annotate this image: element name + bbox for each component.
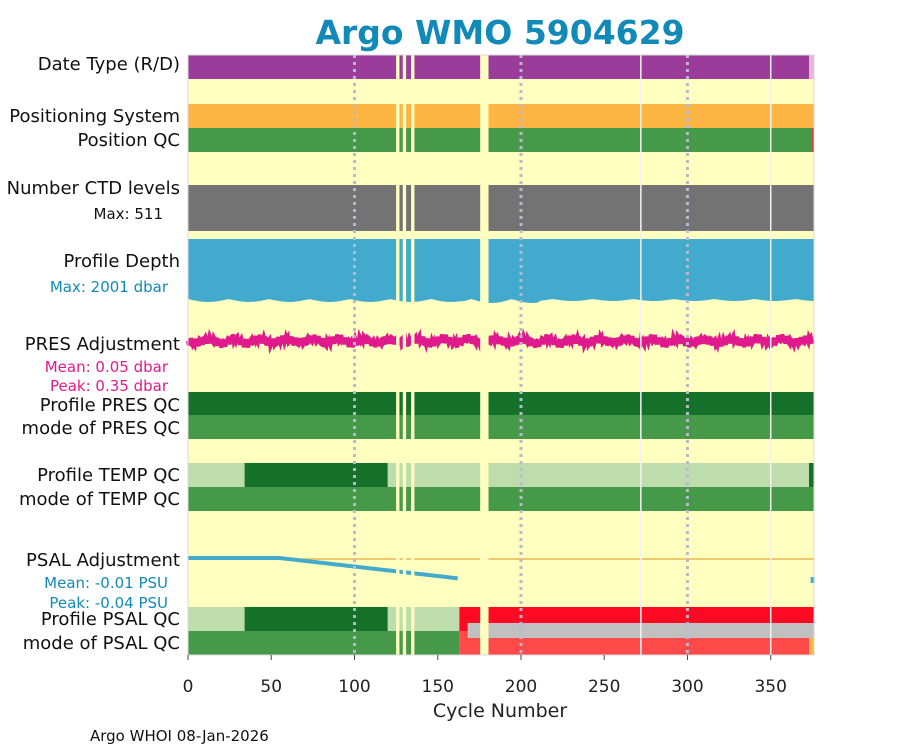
cycle-gap [396,55,400,655]
chart-title: Argo WMO 5904629 [315,13,684,52]
positioning-system-segment [188,104,814,128]
cycle-gap [411,55,415,655]
x-tick-label: 50 [260,677,282,697]
plot-frame [187,54,815,656]
x-tick-label: 350 [754,677,786,697]
mode-pres-qc-segment [188,415,814,439]
profile-psal-qc-segment [244,607,388,631]
row-sublabel-psal-adjustment: Peak: -0.04 PSU [49,594,168,612]
x-tick-label: 300 [671,677,703,697]
cycle-gap [480,55,489,655]
footer-credit: Argo WHOI 08-Jan-2026 [90,727,269,745]
profile-psal-qc-segment [188,607,245,631]
row-sublabel-pres-adjustment: Mean: 0.05 dbar [45,358,169,376]
position-qc-segment [812,128,814,152]
x-tick-label: 150 [422,677,454,697]
row-label-profile-psal-qc: Profile PSAL QC [41,609,180,630]
x-tick-label: 250 [588,677,620,697]
x-axis: 0 50 100 150 200 250 300 350 [183,655,787,697]
row-labels: Date Type (R/D) Positioning System Positio… [7,54,180,654]
row-label-mode-psal-qc: mode of PSAL QC [23,633,180,654]
x-tick-label: 100 [338,677,370,697]
date-type-segment [188,55,810,79]
row-label-profile-depth: Profile Depth [63,251,180,272]
row-label-date-type: Date Type (R/D) [38,54,180,75]
n-ctd-levels-segment [188,185,814,231]
profile-depth-segment [188,239,814,303]
x-tick-label: 0 [183,677,194,697]
row-label-positioning-system: Positioning System [9,106,180,127]
profile-psal-qc-segment [387,607,460,631]
profile-depth-edge [188,299,814,303]
mode-psal-qc-segment [809,631,814,655]
row-sublabel-n-ctd-levels: Max: 511 [94,205,163,223]
plot-background [188,55,814,655]
mode-temp-qc-segment [188,487,814,511]
profile-temp-qc-segment [387,463,810,487]
row-label-mode-pres-qc: mode of PRES QC [22,418,180,439]
row-label-pres-adjustment: PRES Adjustment [25,334,180,355]
row-label-position-qc: Position QC [77,130,180,151]
x-axis-label: Cycle Number [433,700,567,722]
psal-adjustment-end-point [810,577,815,583]
row-label-psal-adjustment: PSAL Adjustment [26,550,180,571]
row-label-n-ctd-levels: Number CTD levels [7,178,180,199]
date-type-segment [809,55,814,79]
row-sublabel-profile-depth: Max: 2001 dbar [50,278,169,296]
row-label-mode-temp-qc: mode of TEMP QC [19,489,180,510]
row-sublabel-pres-adjustment: Peak: 0.35 dbar [50,377,169,395]
mode-psal-qc-segment [188,631,460,655]
profile-temp-qc-segment [188,463,245,487]
pres-adjustment-trace [186,328,815,355]
position-qc-segment [188,128,813,152]
profile-pres-qc-segment [188,392,814,415]
profile-temp-qc-segment [809,463,814,487]
row-label-profile-temp-qc: Profile TEMP QC [37,465,180,486]
plot-area [186,54,815,656]
row-sublabel-psal-adjustment: Mean: -0.01 PSU [44,574,168,592]
profile-temp-qc-segment [244,463,388,487]
row-label-profile-pres-qc: Profile PRES QC [40,395,180,416]
cycle-gap [402,55,407,655]
x-tick-label: 200 [505,677,537,697]
